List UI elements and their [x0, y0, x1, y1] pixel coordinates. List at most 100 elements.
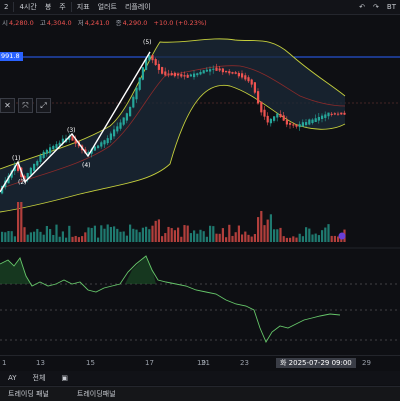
- candle-body: [170, 73, 173, 76]
- candle-body: [186, 74, 189, 78]
- candle-body: [148, 54, 151, 61]
- elliott-wave-line[interactable]: [0, 51, 151, 193]
- volume-bar: [253, 234, 256, 242]
- interval-2[interactable]: 2: [0, 0, 12, 14]
- candle-body: [269, 118, 272, 124]
- wave-label-3: (3): [67, 127, 76, 134]
- volume-bar: [74, 235, 77, 242]
- volume-bar: [295, 237, 298, 242]
- candle-body: [42, 151, 45, 159]
- candle-body: [196, 73, 199, 76]
- volume-bar: [305, 227, 308, 242]
- trading-panel-tab-2[interactable]: 트레이딩패널: [76, 390, 116, 398]
- candle-type-button[interactable]: 봉: [41, 0, 55, 14]
- candle-body: [260, 101, 263, 113]
- candle-body: [189, 74, 192, 77]
- interval-4h-button[interactable]: 4시간: [15, 0, 40, 14]
- calendar-icon[interactable]: ▣: [61, 374, 69, 382]
- fit-tool-icon[interactable]: ⤧: [18, 98, 33, 113]
- candle-body: [113, 129, 116, 137]
- redo-icon[interactable]: ↷: [373, 3, 379, 11]
- candle-body: [58, 142, 61, 146]
- candle-body: [145, 58, 148, 71]
- candle-body: [129, 106, 132, 117]
- volume-bar: [333, 235, 336, 242]
- candle-body: [177, 73, 180, 76]
- x-tick: 17: [145, 359, 154, 367]
- crosshair-tool-icon[interactable]: ✕: [0, 98, 15, 113]
- week-button[interactable]: 주: [55, 0, 69, 14]
- volume-bar: [106, 224, 109, 242]
- volume-bar: [205, 236, 208, 242]
- volume-bar: [285, 237, 288, 242]
- volume-bar: [202, 231, 205, 242]
- volume-bar: [228, 224, 231, 242]
- wave-label-5: (5): [143, 39, 152, 46]
- volume-bar: [244, 231, 247, 242]
- candle-body: [29, 167, 32, 175]
- candle-body: [52, 145, 55, 150]
- volume-bar: [260, 210, 263, 242]
- volume-bar: [330, 235, 333, 242]
- candle-body: [250, 79, 253, 85]
- x-tick: 29: [362, 359, 371, 367]
- candle-body: [39, 155, 42, 162]
- volume-bar: [289, 237, 292, 242]
- candle-body: [317, 116, 320, 121]
- replay-button[interactable]: 리플레이: [121, 0, 155, 14]
- fullscreen-tool-icon[interactable]: ⤢: [36, 98, 51, 113]
- volume-bar: [23, 227, 26, 242]
- bollinger-middle-band: [0, 65, 346, 190]
- price-chart[interactable]: (1) (2) (3) (4) (5): [0, 14, 400, 369]
- volume-bar: [145, 226, 148, 242]
- volume-bar: [68, 225, 71, 242]
- volume-marker-icon[interactable]: [338, 232, 346, 240]
- candle-body: [141, 67, 144, 80]
- volume-bar: [199, 229, 202, 242]
- symbol-label[interactable]: BT: [386, 3, 396, 11]
- high-key: 고: [39, 19, 46, 27]
- volume-bar: [317, 235, 320, 242]
- toolbar-divider: [13, 2, 15, 12]
- volume-bar: [87, 227, 90, 242]
- week-label: 주: [59, 3, 66, 11]
- level-price-label[interactable]: 991.8: [0, 52, 23, 61]
- candle-body: [279, 113, 282, 118]
- volume-bar: [39, 231, 42, 242]
- candle-body: [321, 115, 324, 120]
- candle-body: [257, 91, 260, 104]
- candle-body: [74, 138, 77, 144]
- candle-body: [285, 119, 288, 125]
- volume-bar: [157, 219, 160, 242]
- volume-bar: [186, 225, 189, 242]
- candle-body: [93, 146, 96, 151]
- volume-bar: [263, 225, 266, 242]
- range-left-label[interactable]: AY: [8, 374, 17, 382]
- toolbar-divider: [70, 2, 72, 12]
- candle-body: [10, 170, 13, 178]
- volume-bar: [237, 225, 240, 242]
- trading-panel-tab[interactable]: 트레이딩 패널: [8, 390, 49, 398]
- volume-bar: [58, 236, 61, 242]
- volume-bar: [29, 232, 32, 242]
- range-all-button[interactable]: 전체: [32, 374, 46, 382]
- volume-bar: [209, 225, 212, 242]
- volume-bar: [337, 236, 340, 242]
- candle-body: [49, 147, 52, 154]
- volume-bar: [71, 236, 74, 242]
- x-tick: 19: [197, 359, 206, 367]
- undo-icon[interactable]: ↶: [359, 3, 366, 11]
- volume-bar: [61, 231, 64, 242]
- candle-body: [209, 69, 212, 72]
- candle-body: [17, 164, 20, 171]
- volume-bar: [103, 228, 106, 242]
- candle-body: [244, 75, 247, 80]
- high-value: 4,304.0: [46, 19, 72, 27]
- volume-bar: [324, 227, 327, 242]
- candle-body: [327, 112, 330, 117]
- indicators-button[interactable]: 지표: [73, 0, 94, 14]
- alert-button[interactable]: 얼러트: [94, 0, 121, 14]
- x-axis-crosshair-label: 화 2025-07-29 09:00: [276, 358, 356, 368]
- candle-body: [253, 82, 256, 93]
- wave-label-2: (2): [18, 179, 27, 186]
